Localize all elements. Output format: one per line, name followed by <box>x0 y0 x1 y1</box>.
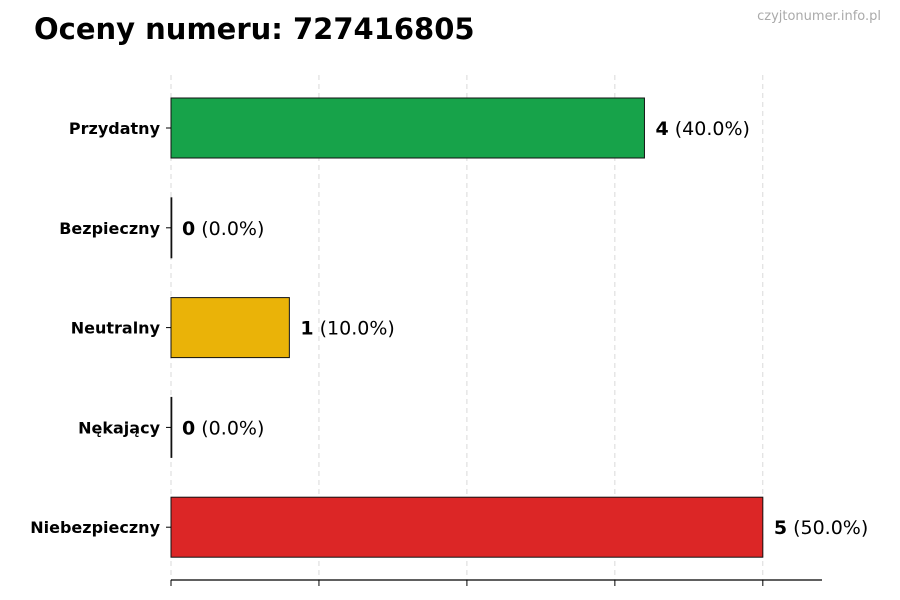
category-label: Neutralny <box>71 319 161 338</box>
percent-label: (40.0%) <box>669 118 750 140</box>
data-label: 1 (10.0%) <box>300 318 394 340</box>
percent-label: (0.0%) <box>195 218 264 240</box>
bar-nękający <box>170 396 173 458</box>
category-label: Nękający <box>78 418 160 437</box>
chart-title: Oceny numeru: 727416805 <box>34 12 475 46</box>
category-label: Niebezpieczny <box>30 518 160 537</box>
value-label: 1 <box>300 318 313 340</box>
value-label: 4 <box>655 118 668 140</box>
bar-niebezpieczny <box>170 496 764 558</box>
watermark: czyjtonumer.info.pl <box>757 9 881 24</box>
category-label: Bezpieczny <box>59 219 160 238</box>
percent-label: (10.0%) <box>314 318 395 340</box>
bar-przydatny <box>170 97 645 159</box>
value-label: 0 <box>182 417 195 439</box>
data-label: 0 (0.0%) <box>182 218 264 240</box>
percent-label: (0.0%) <box>195 417 264 439</box>
bar-neutralny <box>170 297 290 359</box>
value-label: 5 <box>774 517 787 539</box>
value-label: 0 <box>182 218 195 240</box>
data-label: 5 (50.0%) <box>774 517 868 539</box>
percent-label: (50.0%) <box>787 517 868 539</box>
data-label: 4 (40.0%) <box>655 118 749 140</box>
category-label: Przydatny <box>69 119 161 138</box>
data-label: 0 (0.0%) <box>182 417 264 439</box>
bar-bezpieczny <box>170 197 173 259</box>
